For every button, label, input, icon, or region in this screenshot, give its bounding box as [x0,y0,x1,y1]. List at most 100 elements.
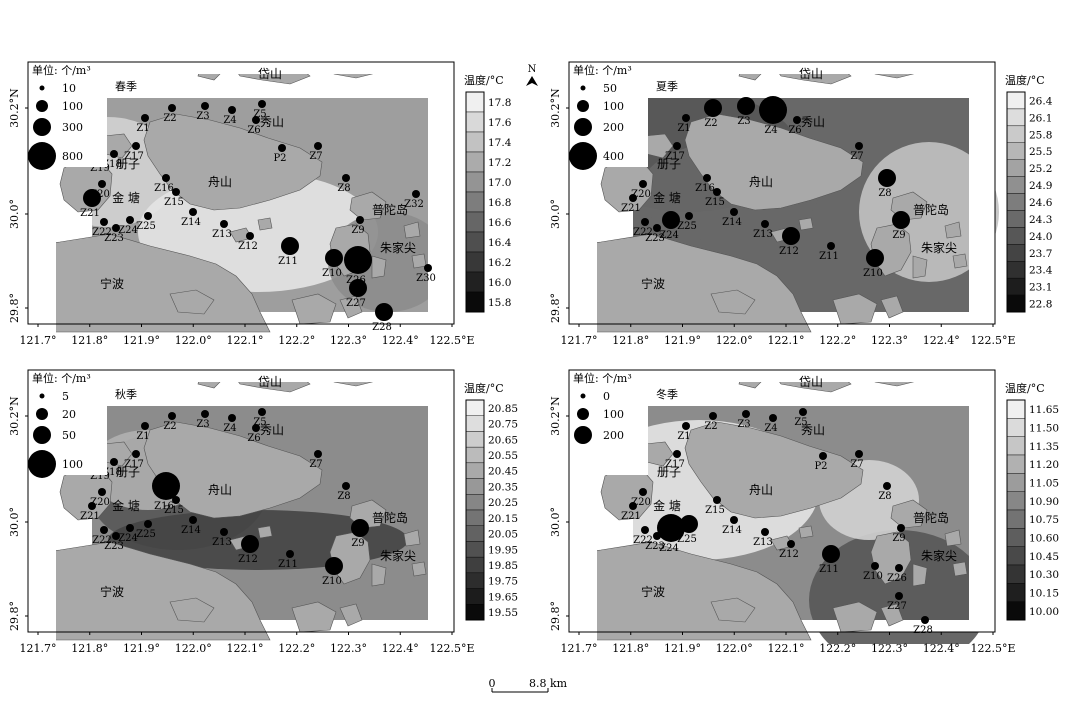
station-label: Z22 [633,227,653,238]
colorbar-tick-label: 20.85 [488,403,518,415]
station-label: Z14 [722,217,742,228]
station-label: Z30 [416,273,436,284]
station-marker [314,142,322,150]
station-marker [351,519,369,537]
size-legend-value: 100 [62,458,83,471]
station-marker [168,412,176,420]
station-label: Z23 [645,541,665,552]
station-marker [412,190,420,198]
land-polygon [169,597,215,623]
station-marker [286,550,294,558]
colorbar-tick-label: 19.55 [488,607,518,619]
place-name-zhujiajian: 朱家尖 [380,240,416,255]
x-tick-label: 122.2° [278,642,315,655]
map-frame [27,369,455,633]
land-polygon [952,253,968,269]
colorbar-tick-label: 20.75 [488,419,518,431]
station-label: Z9 [351,538,364,549]
x-tick-label: 122.3° [871,334,908,347]
land-polygon [143,113,323,211]
land-polygon [339,295,363,319]
station-marker [682,422,690,430]
place-name-jintang: 金 塘 [653,190,681,205]
x-tick-label: 122.2° [819,334,856,347]
colorbar-tick-label: 23.7 [1029,248,1052,260]
station-marker [144,212,152,220]
station-label: Z14 [181,217,201,228]
place-name-daishan: 岱山 [799,67,823,81]
x-tick-label: 122.5°E [970,334,1015,347]
station-marker [737,97,755,115]
station-marker [278,144,286,152]
size-legend-value: 300 [62,121,83,134]
size-legend-value: 0 [603,390,610,403]
land-polygon [56,233,271,333]
land-polygon [291,293,337,325]
colorbar-tick-label: 24.3 [1029,214,1052,226]
station-label: Z13 [212,229,232,240]
colorbar-tick-label: 19.95 [488,544,518,556]
station-label: Z7 [850,151,863,162]
station-label: Z28 [372,322,392,333]
y-tick-label: 29.8° [8,601,21,631]
x-tick-label: 122.3° [330,642,367,655]
x-tick-label: 122.4° [382,642,419,655]
station-label: Z3 [737,116,750,127]
station-marker [682,114,690,122]
land-polygon [779,74,852,85]
place-name-jintang: 金 塘 [112,498,140,513]
station-marker [639,180,647,188]
colorbar-tick-label: 16.8 [488,197,511,209]
station-label: Z1 [677,431,690,442]
land-polygon [880,603,904,627]
station-marker [88,502,96,510]
station-label: Z8 [878,491,891,502]
place-name-xiushan: 秀山 [260,423,284,437]
place-name-jintang: 金 塘 [653,498,681,513]
place-name-zhoushan: 舟山 [208,483,232,497]
x-tick-label: 122.1° [227,334,264,347]
colorbar-title: 温度/°C [464,73,504,87]
place-name-cezi: 册子 [657,465,681,479]
land-polygon [333,74,374,79]
station-label: Z23 [645,233,665,244]
size-legend-value: 200 [603,429,624,442]
land-polygon [912,563,928,587]
x-tick-label: 121.8° [71,334,108,347]
station-label: Z4 [223,115,236,126]
panel-map-svg: 121.7° 121.8° 121.9° 122.0° 122.1° 122.2° 122.… [549,369,1059,655]
station-label: Z21 [621,511,641,522]
station-marker [709,412,717,420]
station-label: Z9 [892,230,905,241]
station-marker [112,532,120,540]
land-polygon [874,382,915,387]
station-marker [866,249,884,267]
station-label: Z1 [136,431,149,442]
y-tick-label: 30.0° [8,199,21,229]
land-polygon [798,217,814,231]
colorbar-tick-label: 17.4 [488,137,512,149]
station-marker [258,408,266,416]
x-tick-label: 121.7° [561,334,598,347]
svg-text:N: N [528,64,537,75]
x-tick-label: 122.4° [923,642,960,655]
place-name-xiushan: 秀山 [801,423,825,437]
land-polygon [349,191,387,221]
place-name-zhoushan: 舟山 [208,175,232,189]
station-label: Z17 [665,151,685,162]
station-label: Z24 [118,533,138,544]
land-polygon [197,382,221,389]
x-tick-label: 121.9° [123,334,160,347]
x-tick-label: 122.3° [871,642,908,655]
station-marker [325,557,343,575]
x-tick-label: 122.4° [382,334,419,347]
land-polygon [874,74,915,79]
x-tick-label: 122.1° [227,642,264,655]
station-label: Z24 [118,225,138,236]
station-marker [162,174,170,182]
station-label: Z21 [80,208,100,219]
x-tick-label: 122.5°E [429,334,474,347]
station-marker [657,514,685,542]
station-marker [822,545,840,563]
